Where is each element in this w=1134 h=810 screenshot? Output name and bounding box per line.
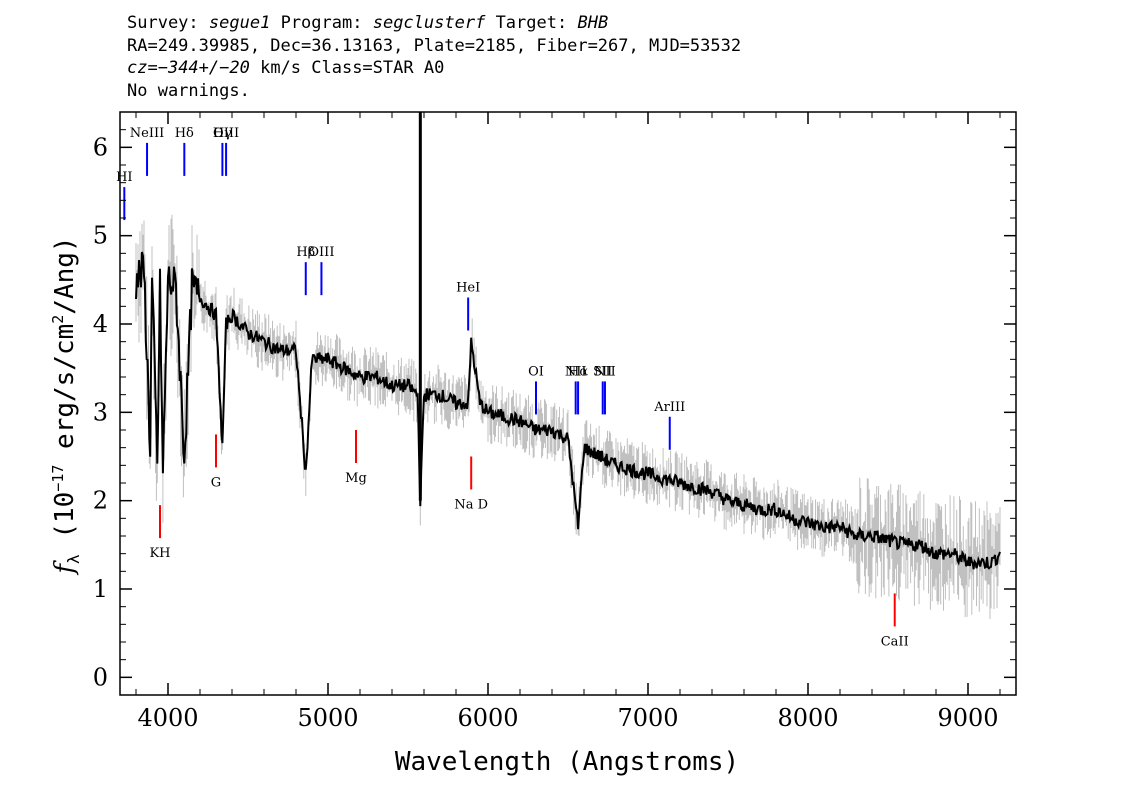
header-line-4: No warnings. [127, 80, 250, 101]
x-tick-label: 8000 [777, 704, 838, 732]
target-value: BHB [577, 13, 609, 33]
survey-label: Survey: [127, 13, 199, 33]
header-line-3: cz=−344+/−20 km/s Class=STAR A0 [127, 57, 741, 80]
spectrum-header: Survey: segue1 Program: segclusterf Targ… [127, 12, 741, 102]
header-line-1: Survey: segue1 Program: segclusterf Targ… [127, 12, 741, 35]
absorption-line-label: G [211, 475, 221, 490]
emission-line-label: NII [594, 364, 616, 379]
x-tick-label: 7000 [617, 704, 678, 732]
emission-line-label: NeIII [130, 126, 164, 141]
x-tick-label: 5000 [297, 704, 358, 732]
cz-value: −344+/−20 [157, 58, 250, 78]
absorption-line-label: CaII [881, 634, 909, 649]
cz-prefix: cz= [127, 58, 158, 78]
absorption-line-label: Na D [454, 498, 488, 513]
emission-line-label: Hγ [213, 126, 232, 141]
y-tick-label: 4 [93, 310, 108, 338]
target-label: Target: [495, 13, 568, 33]
y-tick-label: 6 [93, 133, 108, 161]
y-tick-label: 5 [93, 222, 108, 250]
cz-suffix: km/s Class=STAR A0 [249, 58, 445, 78]
emission-line-label: OIII [213, 126, 239, 141]
y-axis-title: fλ (10−17 erg/s/cm2/Ang) [49, 236, 83, 575]
axis-ticks: 4000 5000 6000 7000 8000 9000 0 1 2 3 4 5 6 [93, 112, 1016, 732]
x-tick-label: 4000 [137, 704, 198, 732]
spectrum-noise-band [135, 214, 1001, 619]
spectrum-noise [135, 214, 1001, 619]
y-tick-label: 2 [93, 487, 108, 515]
emission-line-label: Hβ [296, 245, 315, 260]
emission-line-label: Hδ [175, 126, 194, 141]
emission-line-label: OI [528, 364, 544, 379]
x-tick-label: 9000 [937, 704, 998, 732]
absorption-line-label: Mg [345, 471, 367, 486]
emission-line-label: ArIII [653, 400, 685, 415]
plot-frame [119, 111, 1017, 696]
survey-value: segue1 [208, 13, 271, 33]
y-tick-label: 1 [93, 575, 108, 603]
emission-line-label: NII [565, 364, 587, 379]
emission-line-label: OIII [308, 245, 334, 260]
emission-line-label: Hα [568, 364, 588, 379]
y-tick-label: 3 [93, 398, 108, 426]
header-line-2: RA=249.39985, Dec=36.13163, Plate=2185, … [127, 35, 742, 56]
emission-line-label: SII [593, 364, 612, 379]
emission-line-label: HeI [456, 281, 480, 296]
program-label: Program: [280, 13, 363, 33]
spectrum-series [135, 112, 1001, 570]
program-value: segclusterf [372, 13, 486, 33]
spectrum-line [135, 251, 1001, 570]
absorption-line-label: KH [149, 546, 170, 561]
y-tick-label: 0 [93, 663, 108, 691]
x-tick-label: 6000 [457, 704, 518, 732]
x-axis-title: Wavelength (Angstroms) [395, 747, 739, 777]
